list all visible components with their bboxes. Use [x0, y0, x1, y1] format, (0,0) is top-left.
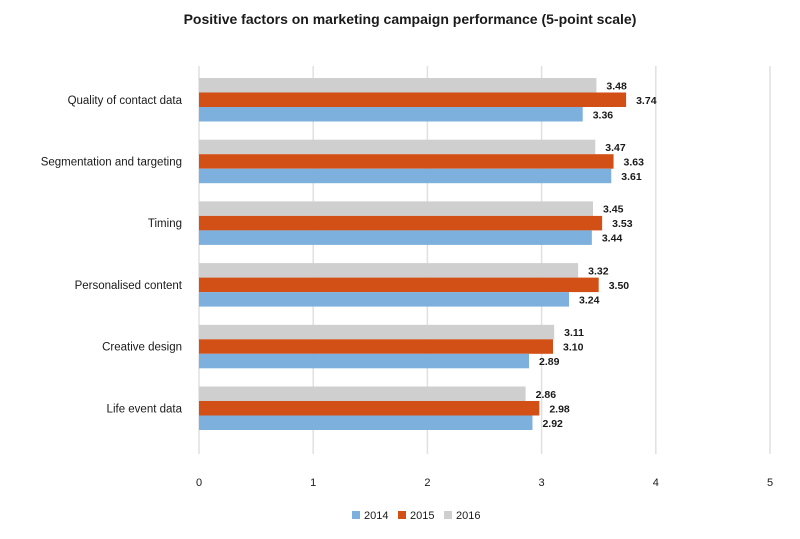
data-label: 3.24 [579, 294, 600, 306]
legend: 2014 2015 2016 [352, 510, 480, 522]
bar-2016 [199, 78, 597, 93]
data-label: 3.36 [593, 109, 614, 121]
legend-swatch-2016 [444, 511, 452, 519]
x-tick-label: 5 [767, 477, 773, 489]
bar-2015 [199, 339, 554, 354]
bar-2014 [199, 168, 612, 184]
bar-2014 [199, 415, 533, 430]
bar-2015 [199, 277, 599, 293]
bar-2014 [199, 292, 570, 307]
data-label: 2.98 [549, 403, 570, 415]
x-axis-ticks: 0 1 2 3 4 5 [196, 477, 773, 489]
legend-label-2015: 2015 [410, 510, 434, 522]
category-label: Personalised content [75, 280, 183, 292]
x-tick-label: 4 [653, 477, 659, 489]
x-tick-label: 1 [310, 477, 316, 489]
category-label: Quality of contact data [68, 95, 183, 107]
data-label: 3.11 [564, 327, 584, 339]
data-label: 2.86 [536, 389, 557, 401]
legend-swatch-2014 [352, 511, 360, 519]
bar-2016 [199, 386, 526, 401]
bars-group: 3.48 3.74 3.36 3.47 3.63 3.61 3.45 3.53 3.44 3.32… [199, 78, 657, 430]
data-label: 3.32 [588, 265, 609, 277]
bar-2014 [199, 230, 592, 245]
legend-label-2014: 2014 [364, 510, 388, 522]
data-label: 3.45 [603, 204, 624, 216]
category-label: Creative design [102, 342, 182, 354]
data-label: 2.89 [539, 356, 560, 368]
bar-2016 [199, 263, 579, 278]
chart-title: Positive factors on marketing campaign p… [184, 11, 637, 27]
category-label: Life event data [107, 403, 183, 415]
category-labels: Quality of contact data Segmentation and … [41, 95, 183, 416]
bar-2014 [199, 353, 530, 369]
data-label: 2.92 [542, 418, 563, 430]
bar-2016 [199, 324, 555, 340]
x-tick-label: 0 [196, 477, 202, 489]
bar-2015 [199, 92, 627, 107]
data-label: 3.48 [606, 80, 627, 92]
x-tick-label: 3 [539, 477, 545, 489]
data-label: 3.63 [624, 156, 645, 168]
data-label: 3.61 [621, 171, 642, 183]
data-label: 3.47 [605, 142, 626, 154]
bar-2015 [199, 154, 614, 169]
bar-2015 [199, 215, 603, 231]
category-label: Segmentation and targeting [41, 156, 182, 168]
x-tick-label: 2 [424, 477, 430, 489]
legend-label-2016: 2016 [456, 510, 480, 522]
data-label: 3.74 [636, 95, 657, 107]
bar-2016 [199, 201, 593, 216]
data-label: 3.50 [609, 280, 630, 292]
bar-2015 [199, 401, 540, 416]
data-label: 3.10 [563, 342, 584, 354]
data-label: 3.44 [602, 233, 623, 245]
category-label: Timing [148, 218, 182, 230]
legend-swatch-2015 [398, 511, 406, 519]
bar-2016 [199, 139, 596, 155]
data-label: 3.53 [612, 218, 633, 230]
bar-2014 [199, 107, 583, 122]
